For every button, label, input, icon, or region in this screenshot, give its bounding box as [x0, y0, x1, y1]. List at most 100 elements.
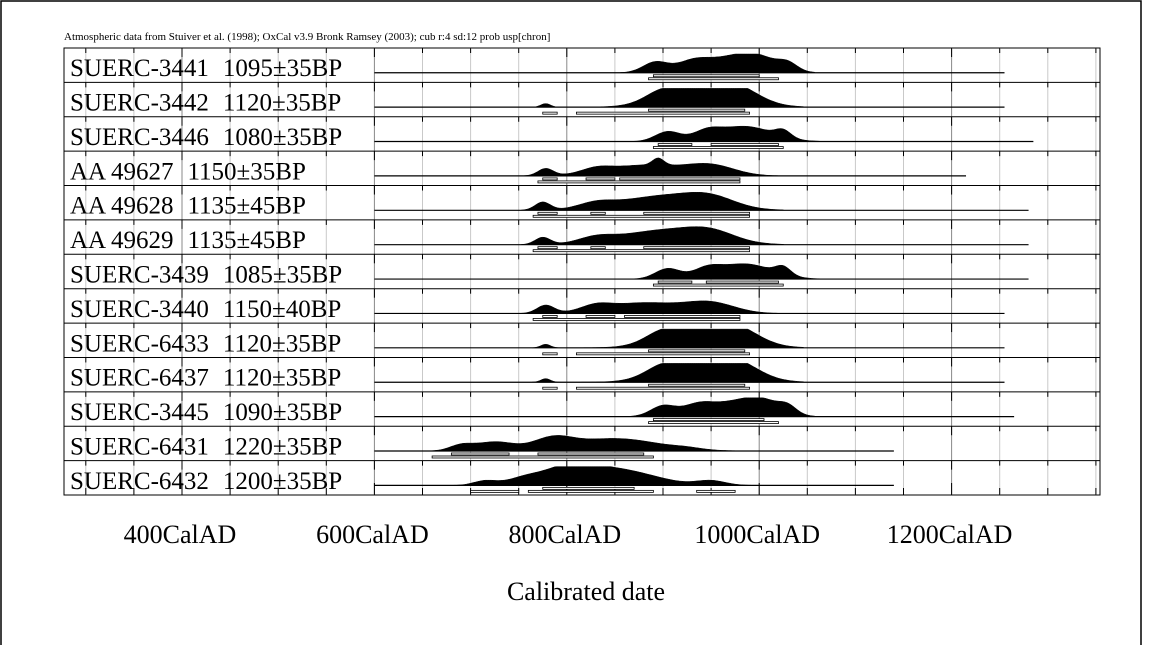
- row-age: 1080±35BP: [223, 124, 342, 151]
- date-row: AA 49627 1150±35BP: [64, 150, 1100, 185]
- probability-distribution: [520, 192, 785, 211]
- probability-distribution: [521, 300, 779, 314]
- range-95: [696, 489, 736, 493]
- range-95: [652, 283, 784, 287]
- date-row: SUERC-6432 1200±35BP: [64, 460, 1100, 495]
- range-68: [657, 280, 693, 284]
- range-68: [657, 143, 693, 146]
- row-lab-code: SUERC-3441: [70, 55, 209, 82]
- chart-title: Atmospheric data from Stuiver et al. (19…: [64, 31, 550, 43]
- date-row: SUERC-6433 1120±35BP: [64, 322, 1100, 357]
- range-68: [537, 452, 645, 456]
- probability-distribution: [620, 53, 816, 74]
- range-68: [537, 246, 558, 250]
- range-95: [652, 146, 784, 149]
- date-row: SUERC-3445 1090±35BP: [64, 391, 1100, 426]
- date-row: AA 49628 1135±45BP: [64, 185, 1100, 220]
- row-lab-code: AA 49627: [70, 158, 173, 185]
- range-95: [532, 318, 741, 321]
- row-age: 1200±35BP: [223, 468, 342, 495]
- range-68: [648, 349, 746, 353]
- range-95: [648, 77, 779, 81]
- range-68: [585, 315, 616, 318]
- range-68: [590, 246, 606, 250]
- range-68: [652, 74, 760, 78]
- range-68: [648, 108, 746, 112]
- probability-distribution: [627, 397, 817, 417]
- range-95: [576, 111, 750, 115]
- range-68: [648, 383, 746, 387]
- row-lab-code: SUERC-6437: [70, 365, 209, 392]
- date-row: AA 49629 1135±45BP: [64, 219, 1100, 254]
- range-95: [542, 352, 558, 356]
- probability-distribution: [428, 435, 737, 452]
- x-axis-label: Calibrated date: [507, 577, 665, 606]
- row-age: 1150±35BP: [187, 158, 305, 185]
- row-lab-code: SUERC-3440: [70, 296, 209, 323]
- range-68: [643, 246, 750, 250]
- row-lab-code: SUERC-3446: [70, 124, 209, 151]
- probability-distribution: [632, 125, 821, 142]
- range-95: [576, 352, 750, 356]
- date-row: SUERC-3439 1085±35BP: [64, 253, 1100, 289]
- range-68: [542, 315, 558, 318]
- row-age: 1150±40BP: [223, 296, 341, 323]
- range-68: [590, 211, 606, 215]
- date-row: SUERC-3442 1120±35BP: [64, 81, 1100, 117]
- range-68: [542, 486, 635, 490]
- x-tick-label: 800CalAD: [508, 520, 621, 549]
- row-lab-code: AA 49628: [70, 193, 173, 220]
- date-row: SUERC-3440 1150±40BP: [64, 288, 1100, 323]
- plot-area: [63, 47, 1101, 496]
- range-68: [643, 211, 750, 215]
- probability-distribution: [531, 363, 805, 383]
- range-95: [527, 489, 654, 493]
- row-age: 1135±45BP: [187, 227, 305, 254]
- range-95: [542, 111, 558, 115]
- row-lab-code: SUERC-6433: [70, 330, 209, 357]
- range-68: [652, 418, 765, 422]
- date-row: SUERC-3441 1095±35BP: [70, 48, 1097, 82]
- row-age: 1120±35BP: [223, 90, 341, 117]
- range-95: [470, 489, 520, 493]
- range-68: [537, 211, 558, 215]
- range-95: [532, 249, 750, 253]
- probability-distribution: [632, 263, 821, 280]
- probability-distribution: [531, 88, 805, 108]
- row-lab-code: SUERC-3442: [70, 90, 209, 117]
- row-age: 1095±35BP: [223, 55, 342, 82]
- range-95: [532, 214, 750, 218]
- date-row: SUERC-3446 1080±35BP: [64, 116, 1100, 151]
- row-lab-code: SUERC-6432: [70, 468, 209, 495]
- x-tick-label: 400CalAD: [124, 520, 237, 549]
- x-tick-label: 600CalAD: [316, 520, 429, 549]
- range-68: [585, 177, 616, 181]
- row-age: 1120±35BP: [223, 330, 341, 357]
- probability-distribution: [520, 226, 785, 245]
- x-tick-label: 1000CalAD: [694, 520, 820, 549]
- row-lab-code: SUERC-3445: [70, 399, 209, 426]
- range-68: [624, 315, 741, 318]
- probability-distribution: [452, 466, 752, 486]
- row-age: 1120±35BP: [223, 365, 341, 392]
- probability-distribution: [523, 157, 780, 177]
- probability-distribution: [531, 328, 805, 349]
- row-age: 1135±45BP: [187, 193, 305, 220]
- range-68: [450, 452, 510, 456]
- range-95: [431, 455, 654, 459]
- range-68: [710, 143, 779, 146]
- row-age: 1085±35BP: [223, 262, 342, 289]
- row-lab-code: AA 49629: [70, 227, 173, 254]
- range-68: [542, 177, 558, 181]
- date-row: SUERC-6431 1220±35BP: [64, 425, 1100, 460]
- range-95: [542, 386, 558, 390]
- range-95: [576, 386, 750, 390]
- row-age: 1090±35BP: [223, 399, 342, 426]
- range-95: [537, 180, 741, 184]
- range-95: [648, 421, 779, 425]
- row-lab-code: SUERC-6431: [70, 433, 209, 460]
